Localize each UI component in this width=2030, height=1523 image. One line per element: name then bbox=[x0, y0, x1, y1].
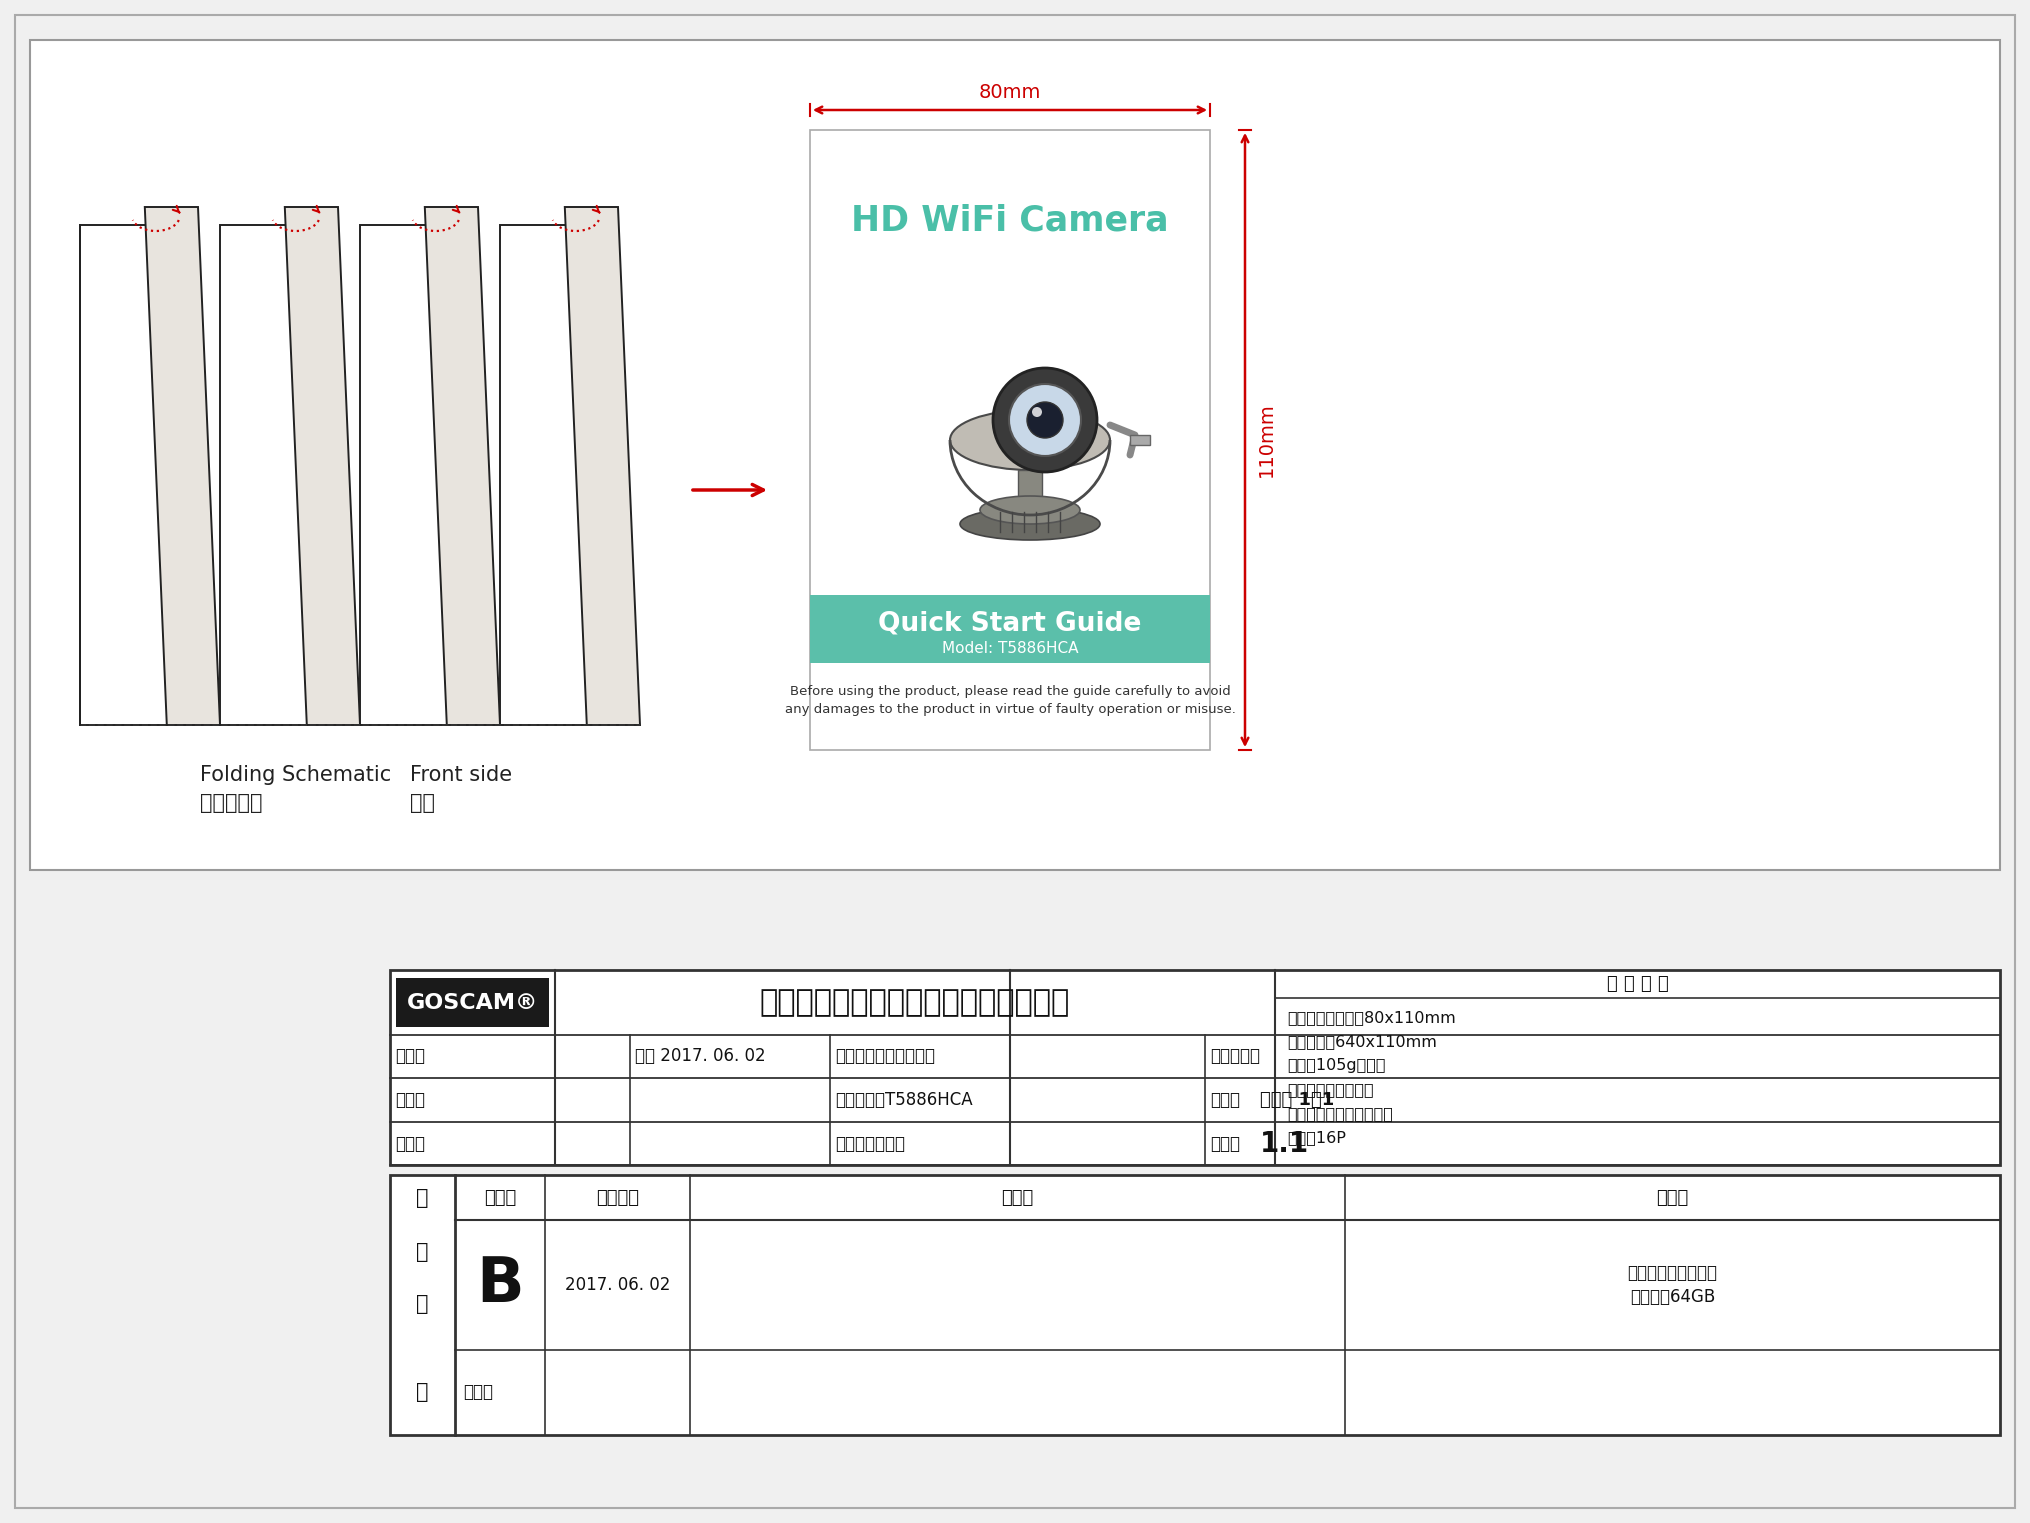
Text: 材质：105g铜版纸: 材质：105g铜版纸 bbox=[1287, 1058, 1386, 1074]
Text: Folding Schematic: Folding Schematic bbox=[201, 765, 392, 784]
Circle shape bbox=[993, 369, 1096, 472]
Text: 履: 履 bbox=[416, 1295, 428, 1314]
Text: 工艺：风琴折，封面在外: 工艺：风琴折，封面在外 bbox=[1287, 1106, 1393, 1121]
Text: 展开尺寸：640x110mm: 展开尺寸：640x110mm bbox=[1287, 1034, 1437, 1049]
Ellipse shape bbox=[950, 410, 1110, 471]
Bar bbox=[30, 40, 2000, 870]
Text: 绘图：: 绘图： bbox=[396, 1048, 424, 1066]
Text: 更: 更 bbox=[416, 1243, 428, 1263]
Text: Quick Start Guide: Quick Start Guide bbox=[879, 611, 1141, 637]
Text: 变更时间: 变更时间 bbox=[597, 1188, 639, 1206]
Text: B: B bbox=[477, 1255, 524, 1314]
Polygon shape bbox=[424, 207, 499, 725]
Text: 机种名称：T5886HCA: 机种名称：T5886HCA bbox=[834, 1090, 972, 1109]
Text: 折叠后成品尺寸：80x110mm: 折叠后成品尺寸：80x110mm bbox=[1287, 1010, 1456, 1025]
Text: HD WiFi Camera: HD WiFi Camera bbox=[851, 203, 1169, 238]
Circle shape bbox=[1031, 407, 1041, 417]
Text: 比例：: 比例： bbox=[1210, 1090, 1240, 1109]
Bar bbox=[396, 978, 548, 1027]
Circle shape bbox=[1027, 402, 1064, 439]
Text: 审核：: 审核： bbox=[396, 1090, 424, 1109]
Polygon shape bbox=[79, 225, 166, 725]
Text: 历: 历 bbox=[416, 1383, 428, 1403]
Polygon shape bbox=[499, 225, 587, 725]
Text: 新版本: 新版本 bbox=[483, 1188, 516, 1206]
Circle shape bbox=[1009, 384, 1082, 455]
Polygon shape bbox=[219, 225, 307, 725]
Text: 内存改为64GB: 内存改为64GB bbox=[1630, 1288, 1715, 1307]
Text: 其他：16P: 其他：16P bbox=[1287, 1130, 1346, 1145]
Text: 物料编号：: 物料编号： bbox=[1210, 1048, 1261, 1066]
Ellipse shape bbox=[960, 509, 1100, 541]
Text: 说明：: 说明： bbox=[463, 1383, 493, 1401]
Text: Before using the product, please read the guide carefully to avoid: Before using the product, please read th… bbox=[790, 685, 1230, 698]
Bar bbox=[390, 1176, 2000, 1435]
Bar bbox=[390, 970, 2000, 1165]
Text: GOSCAM®: GOSCAM® bbox=[406, 993, 538, 1013]
Text: 深圳市高斯贝尔家居智能电子有限公司: 深圳市高斯贝尔家居智能电子有限公司 bbox=[759, 988, 1070, 1017]
Text: any damages to the product in virtue of faulty operation or misuse.: any damages to the product in virtue of … bbox=[784, 704, 1236, 716]
Text: 变更后: 变更后 bbox=[1656, 1188, 1689, 1206]
Text: 正面: 正面 bbox=[410, 793, 434, 813]
Polygon shape bbox=[564, 207, 639, 725]
Text: 折叠示意图: 折叠示意图 bbox=[201, 793, 262, 813]
Text: 1.1: 1.1 bbox=[1261, 1130, 1309, 1157]
Text: 变更前: 变更前 bbox=[1001, 1188, 1033, 1206]
Text: 技 术 要 求: 技 术 要 求 bbox=[1606, 975, 1669, 993]
Text: 零件名称：中文说明书: 零件名称：中文说明书 bbox=[834, 1048, 936, 1066]
Polygon shape bbox=[284, 207, 359, 725]
Text: 80mm: 80mm bbox=[978, 82, 1041, 102]
Polygon shape bbox=[359, 225, 447, 725]
Text: 技术规格部份有更改: 技术规格部份有更改 bbox=[1628, 1264, 1717, 1282]
Bar bbox=[810, 595, 1210, 663]
Bar bbox=[1131, 436, 1151, 445]
Text: 客户名称：中性: 客户名称：中性 bbox=[834, 1135, 905, 1153]
Text: 电子档 1：1: 电子档 1：1 bbox=[1261, 1090, 1334, 1109]
Ellipse shape bbox=[980, 496, 1080, 524]
Text: 版本：: 版本： bbox=[1210, 1135, 1240, 1153]
Bar bbox=[810, 129, 1210, 749]
Text: 变: 变 bbox=[416, 1188, 428, 1208]
Text: 110mm: 110mm bbox=[1257, 402, 1277, 477]
Text: 批准：: 批准： bbox=[396, 1135, 424, 1153]
Text: Model: T5886HCA: Model: T5886HCA bbox=[942, 641, 1078, 655]
Bar bbox=[1017, 471, 1041, 510]
Text: 汪敏 2017. 06. 02: 汪敏 2017. 06. 02 bbox=[635, 1048, 765, 1066]
Polygon shape bbox=[144, 207, 219, 725]
Text: 2017. 06. 02: 2017. 06. 02 bbox=[564, 1276, 670, 1295]
Text: 颜色：双面四色印刷: 颜色：双面四色印刷 bbox=[1287, 1081, 1374, 1097]
Text: Front side: Front side bbox=[410, 765, 512, 784]
